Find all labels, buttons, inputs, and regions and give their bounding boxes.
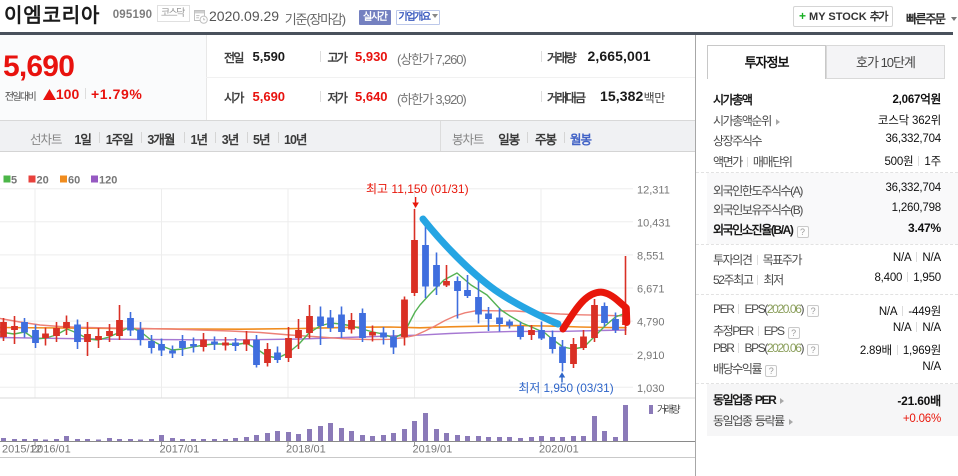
svg-text:최고 11,150 (01/31): 최고 11,150 (01/31): [366, 182, 469, 196]
svg-text:2016/01: 2016/01: [31, 444, 71, 456]
svg-text:12,311: 12,311: [637, 184, 670, 196]
svg-text:10,431: 10,431: [637, 217, 671, 229]
svg-text:2015/12: 2015/12: [2, 444, 42, 456]
svg-text:2017/01: 2017/01: [160, 444, 200, 456]
svg-text:20: 20: [37, 175, 49, 187]
svg-text:1,030: 1,030: [637, 383, 665, 395]
svg-text:거래량: 거래량: [657, 404, 680, 416]
svg-text:2019/01: 2019/01: [413, 444, 453, 456]
svg-text:2018/01: 2018/01: [286, 444, 326, 456]
svg-text:2,910: 2,910: [637, 350, 665, 362]
svg-text:120: 120: [99, 175, 117, 187]
svg-text:2020/01: 2020/01: [539, 444, 579, 456]
svg-text:60: 60: [68, 175, 80, 187]
svg-text:8,551: 8,551: [637, 251, 665, 263]
svg-text:최저 1,950 (03/31): 최저 1,950 (03/31): [519, 381, 614, 395]
svg-text:4,790: 4,790: [637, 317, 665, 329]
svg-text:5: 5: [11, 175, 17, 187]
svg-text:6,671: 6,671: [637, 284, 665, 296]
